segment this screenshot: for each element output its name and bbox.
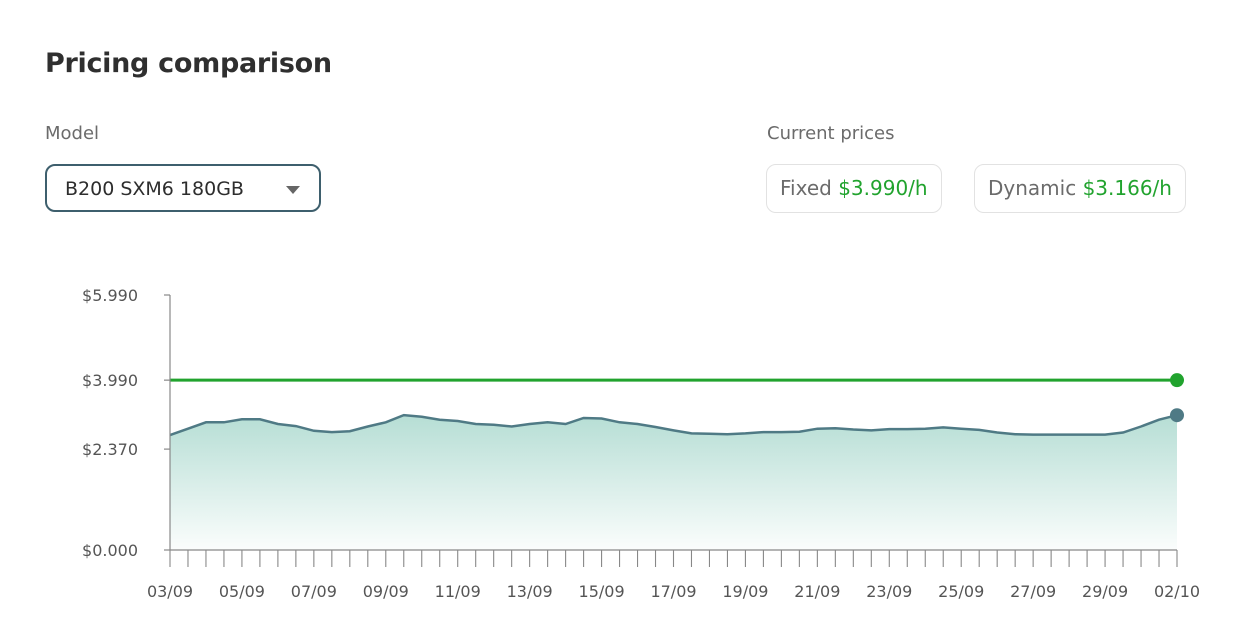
y-tick-label: $0.000 — [82, 541, 138, 560]
page-title: Pricing comparison — [45, 48, 332, 79]
x-tick-label: 27/09 — [1010, 582, 1056, 601]
x-tick-label: 15/09 — [579, 582, 625, 601]
chevron-down-icon — [286, 186, 300, 194]
x-tick-label: 21/09 — [794, 582, 840, 601]
current-prices-label: Current prices — [767, 123, 895, 144]
fixed-price-badge: Fixed $3.990/h — [766, 164, 942, 213]
x-tick-label: 02/10 — [1154, 582, 1200, 601]
x-tick-label: 25/09 — [938, 582, 984, 601]
x-tick-label: 03/09 — [147, 582, 193, 601]
x-tick-label: 19/09 — [722, 582, 768, 601]
x-tick-label: 17/09 — [650, 582, 696, 601]
x-tick-label: 07/09 — [291, 582, 337, 601]
fixed-end-point — [1170, 373, 1184, 388]
x-tick-label: 05/09 — [219, 582, 265, 601]
fixed-price-value: $3.990/h — [838, 176, 928, 200]
x-tick-label: 11/09 — [435, 582, 481, 601]
dynamic-price-value: $3.166/h — [1082, 176, 1172, 200]
x-tick-label: 23/09 — [866, 582, 912, 601]
dynamic-area — [170, 415, 1177, 550]
y-tick-label: $3.990 — [82, 371, 138, 390]
model-label: Model — [45, 123, 100, 144]
model-select-value: B200 SXM6 180GB — [65, 178, 244, 200]
y-tick-label: $2.370 — [82, 440, 138, 459]
dynamic-series-line — [169, 413, 1178, 437]
x-tick-label: 13/09 — [507, 582, 553, 601]
x-tick-label: 29/09 — [1082, 582, 1128, 601]
x-tick-label: 09/09 — [363, 582, 409, 601]
dynamic-price-label: Dynamic — [988, 176, 1077, 200]
model-select[interactable]: B200 SXM6 180GB — [45, 164, 321, 212]
fixed-price-label: Fixed — [780, 176, 832, 200]
y-tick-label: $5.990 — [82, 286, 138, 305]
dynamic-price-badge: Dynamic $3.166/h — [974, 164, 1186, 213]
dynamic-end-point — [1170, 408, 1184, 423]
